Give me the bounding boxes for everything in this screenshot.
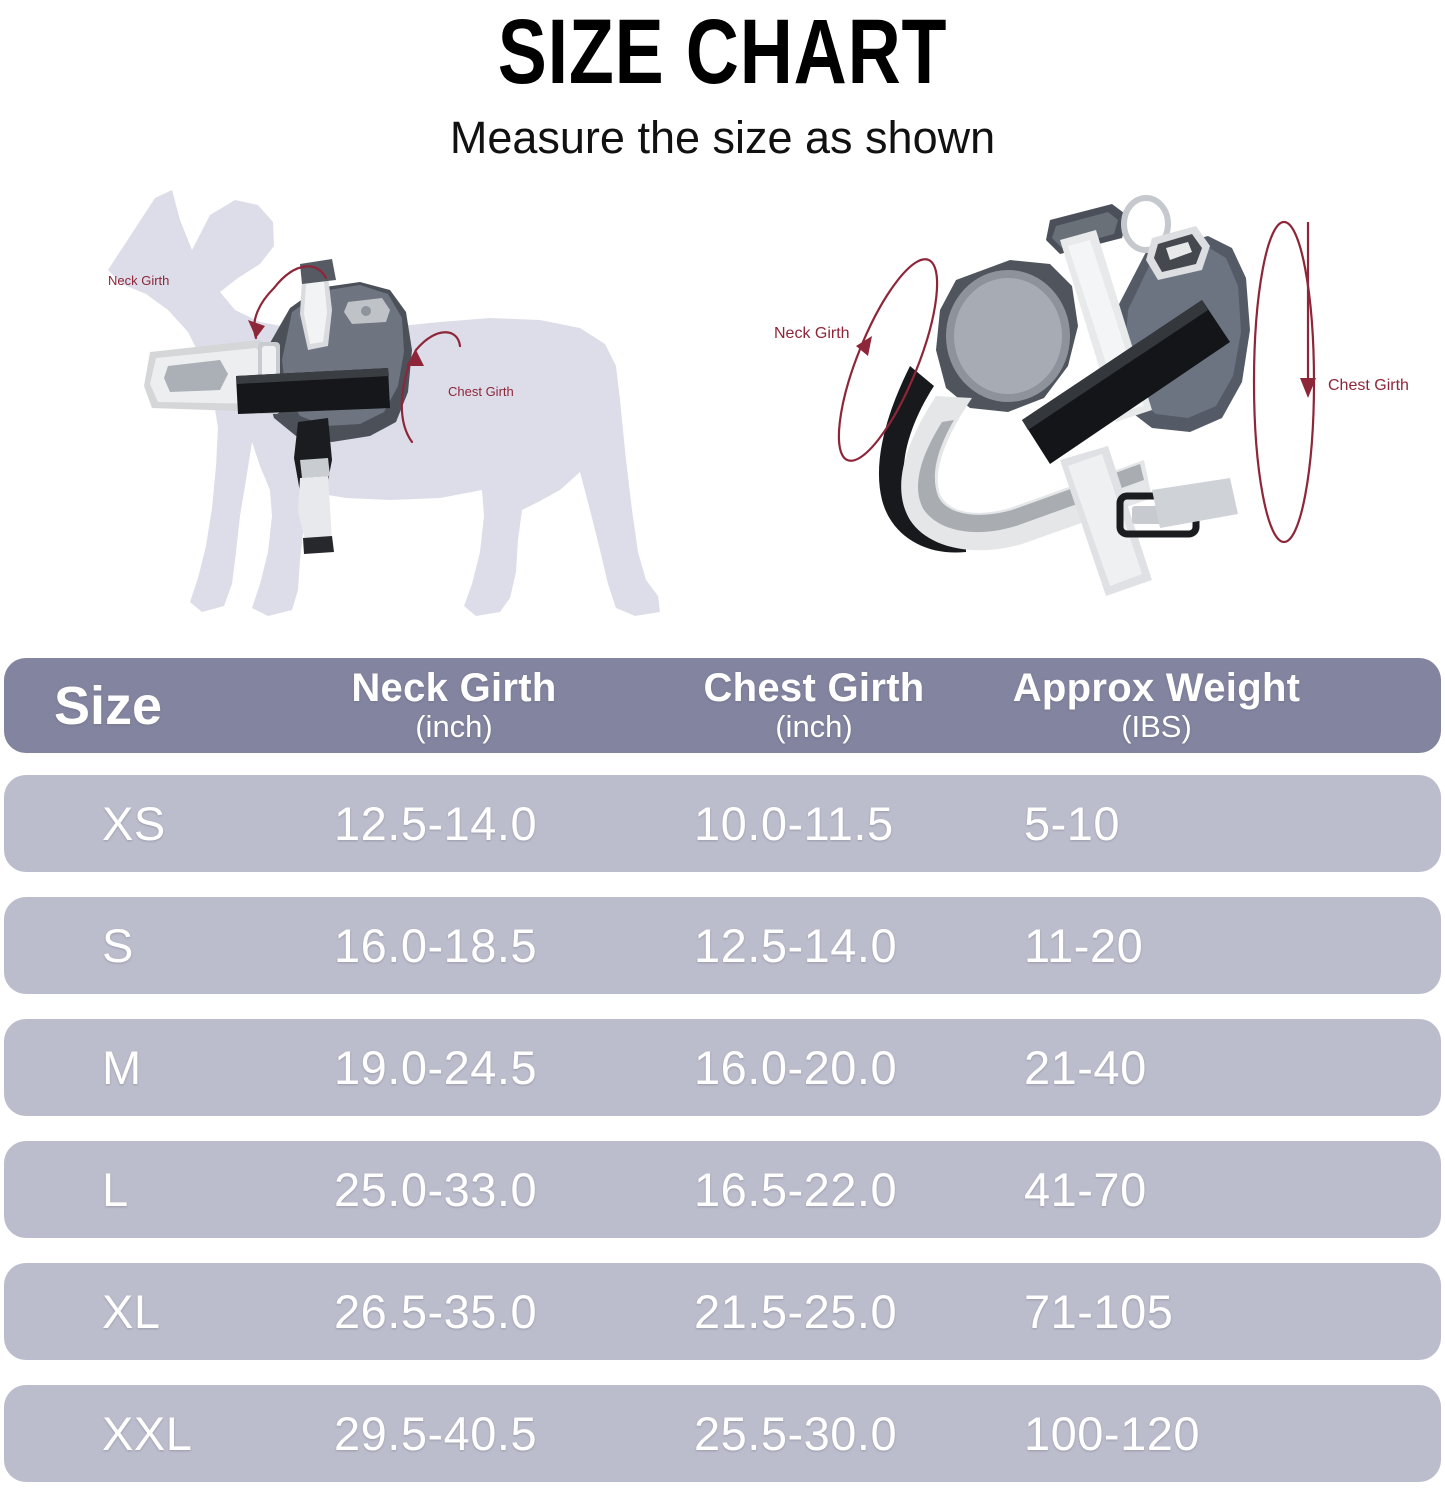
size-chart-table: Size Neck Girth (inch) Chest Girth (inch…	[4, 658, 1441, 1507]
cell-approx-weight: 71-105	[1024, 1263, 1289, 1360]
cell-approx-weight: 11-20	[1024, 897, 1289, 994]
harness-product-graphic	[878, 195, 1250, 596]
column-header-chest-girth: Chest Girth (inch)	[694, 658, 934, 753]
neck-girth-label: Neck Girth	[108, 273, 169, 288]
cell-chest-girth-value: 21.5-25.0	[694, 1284, 898, 1338]
table-row: XS 12.5-14.0 10.0-11.5 5-10	[4, 775, 1441, 872]
table-row: M 19.0-24.5 16.0-20.0 21-40	[4, 1019, 1441, 1116]
neck-girth-annotation: Neck Girth	[108, 265, 328, 340]
column-header-size-label: Size	[54, 675, 163, 736]
cell-chest-girth-value: 25.5-30.0	[694, 1406, 898, 1460]
cell-size-value: XS	[102, 796, 166, 850]
table-header-row: Size Neck Girth (inch) Chest Girth (inch…	[4, 658, 1441, 753]
cell-neck-girth: 16.0-18.5	[334, 897, 574, 994]
cell-approx-weight-value: 5-10	[1024, 796, 1121, 850]
cell-neck-girth-value: 25.0-33.0	[334, 1162, 538, 1216]
cell-neck-girth-value: 19.0-24.5	[334, 1040, 538, 1094]
cell-approx-weight-value: 71-105	[1024, 1284, 1174, 1338]
cell-neck-girth: 19.0-24.5	[334, 1019, 574, 1116]
cell-chest-girth: 16.0-20.0	[694, 1019, 934, 1116]
harness-graphic	[144, 259, 412, 554]
cell-approx-weight: 5-10	[1024, 775, 1289, 872]
neck-girth-annotation: Neck Girth	[774, 258, 939, 462]
column-header-size: Size	[44, 658, 314, 753]
cell-chest-girth: 16.5-22.0	[694, 1141, 934, 1238]
column-header-neck-girth-label: Neck Girth	[351, 665, 557, 710]
table-row: XL 26.5-35.0 21.5-25.0 71-105	[4, 1263, 1441, 1360]
harness-product-illustration: Neck Girth Chest Girth	[760, 160, 1445, 610]
table-row: L 25.0-33.0 16.5-22.0 41-70	[4, 1141, 1441, 1238]
cell-neck-girth: 26.5-35.0	[334, 1263, 574, 1360]
cell-neck-girth-value: 29.5-40.5	[334, 1406, 538, 1460]
dog-harness-illustration: Neck Girth Chest Girth	[60, 160, 700, 640]
page-subtitle: Measure the size as shown	[449, 112, 996, 163]
column-header-chest-girth-label: Chest Girth	[703, 665, 925, 710]
table-row: XXL 29.5-40.5 25.5-30.0 100-120	[4, 1385, 1441, 1482]
cell-size: S	[44, 897, 314, 994]
cell-neck-girth-value: 26.5-35.0	[334, 1284, 538, 1338]
cell-chest-girth-value: 12.5-14.0	[694, 918, 898, 972]
cell-approx-weight-value: 100-120	[1024, 1406, 1200, 1460]
cell-approx-weight: 100-120	[1024, 1385, 1289, 1482]
cell-size: XL	[44, 1263, 314, 1360]
cell-approx-weight-value: 11-20	[1024, 918, 1144, 972]
cell-chest-girth: 12.5-14.0	[694, 897, 934, 994]
cell-neck-girth: 29.5-40.5	[334, 1385, 574, 1482]
cell-neck-girth: 25.0-33.0	[334, 1141, 574, 1238]
cell-chest-girth-value: 16.0-20.0	[694, 1040, 898, 1094]
cell-approx-weight: 21-40	[1024, 1019, 1289, 1116]
cell-neck-girth-value: 16.0-18.5	[334, 918, 538, 972]
page-header: SIZE CHART Measure the size as shown	[0, 0, 1445, 164]
neck-girth-label: Neck Girth	[774, 325, 850, 342]
cell-approx-weight-value: 41-70	[1024, 1162, 1147, 1216]
table-row: S 16.0-18.5 12.5-14.0 11-20	[4, 897, 1441, 994]
cell-chest-girth: 25.5-30.0	[694, 1385, 934, 1482]
chest-girth-label: Chest Girth	[448, 384, 514, 399]
column-header-approx-weight-unit: (IBS)	[1121, 708, 1192, 744]
cell-chest-girth: 10.0-11.5	[694, 775, 934, 872]
column-header-neck-girth-unit: (inch)	[415, 708, 493, 744]
cell-size: L	[44, 1141, 314, 1238]
cell-size-value: L	[102, 1162, 129, 1216]
cell-approx-weight-value: 21-40	[1024, 1040, 1147, 1094]
illustration-area: Neck Girth Chest Girth	[0, 160, 1445, 640]
cell-size-value: XXL	[102, 1406, 193, 1460]
cell-neck-girth-value: 12.5-14.0	[334, 796, 538, 850]
column-header-chest-girth-unit: (inch)	[775, 708, 853, 744]
chest-girth-label: Chest Girth	[1328, 377, 1409, 394]
cell-chest-girth-value: 16.5-22.0	[694, 1162, 898, 1216]
cell-size: XS	[44, 775, 314, 872]
chest-girth-annotation: Chest Girth	[400, 331, 514, 444]
column-header-approx-weight: Approx Weight (IBS)	[1013, 658, 1300, 753]
cell-approx-weight: 41-70	[1024, 1141, 1289, 1238]
cell-size: XXL	[44, 1385, 314, 1482]
column-header-approx-weight-label: Approx Weight	[1012, 665, 1301, 710]
page-title: SIZE CHART	[497, 1, 948, 103]
column-header-neck-girth: Neck Girth (inch)	[334, 658, 574, 753]
cell-size: M	[44, 1019, 314, 1116]
cell-chest-girth-value: 10.0-11.5	[694, 796, 894, 850]
cell-neck-girth: 12.5-14.0	[334, 775, 574, 872]
cell-size-value: M	[102, 1040, 142, 1094]
chest-girth-annotation: Chest Girth	[1252, 220, 1409, 544]
cell-chest-girth: 21.5-25.0	[694, 1263, 934, 1360]
cell-size-value: S	[102, 918, 134, 972]
cell-size-value: XL	[102, 1284, 161, 1338]
